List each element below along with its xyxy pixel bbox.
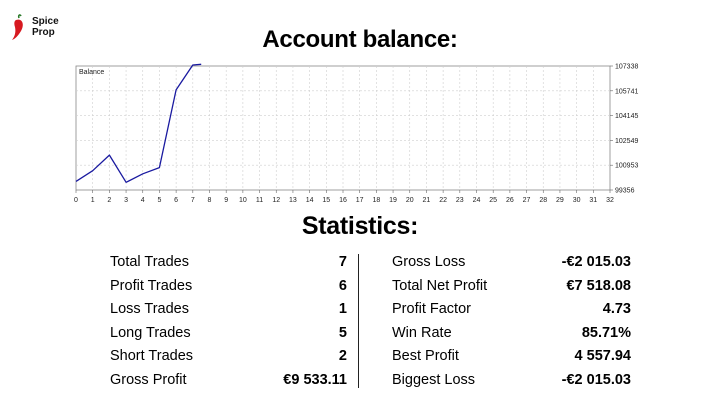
stat-value: 5 (338, 324, 347, 341)
x-tick-label: 27 (523, 197, 531, 204)
x-tick-label: 30 (573, 197, 581, 204)
x-tick-label: 23 (456, 197, 464, 204)
x-tick-label: 17 (356, 197, 364, 204)
stat-label: Profit Trades (110, 277, 193, 294)
stat-label: Long Trades (110, 324, 191, 341)
balance-chart: 0 1 2 3 4 5 6 7 8 9 10 11 12 13 14 15 16 17 18 19 20 21 22 23 24… (74, 63, 638, 205)
x-tick-label: 12 (272, 197, 280, 204)
x-tick-label: 1 (91, 197, 95, 204)
x-tick-label: 26 (506, 197, 514, 204)
stat-value: 7 (338, 254, 347, 270)
stat-label: Total Trades (110, 254, 189, 270)
x-tick-label: 22 (439, 197, 447, 204)
x-tick-label: 28 (539, 197, 547, 204)
stat-value: 4.73 (602, 301, 631, 318)
x-tick-label: 31 (589, 197, 597, 204)
x-tick-label: 8 (208, 197, 212, 204)
stat-label: Gross Loss (392, 254, 466, 270)
stat-label: Loss Trades (110, 301, 189, 318)
x-tick-label: 21 (423, 197, 431, 204)
stat-label: Gross Profit (110, 372, 187, 388)
balance-series-line (75, 63, 202, 183)
stat-label: Short Trades (110, 348, 194, 365)
stat-value: 6 (338, 277, 347, 294)
x-tick-label: 2 (107, 197, 111, 204)
y-tick-label: 107338 (615, 64, 638, 71)
brand-name: Spice Prop (32, 16, 59, 38)
x-tick-label: 11 (256, 197, 263, 204)
x-tick-label: 25 (489, 197, 497, 204)
y-tick-label: 105741 (615, 88, 638, 95)
chart-title: Balance (79, 69, 104, 76)
y-tick-label: 99356 (615, 188, 635, 195)
x-tick-label: 15 (322, 197, 330, 204)
brand-name-line2: Prop (32, 27, 55, 38)
x-tick-label: 7 (191, 197, 195, 204)
x-tick-label: 32 (606, 197, 614, 204)
stat-value: -€2 015.03 (561, 372, 631, 388)
brand-logo: Spice Prop (10, 14, 80, 42)
stat-label: Win Rate (392, 324, 452, 341)
x-tick-label: 6 (174, 197, 178, 204)
x-tick-label: 10 (239, 197, 247, 204)
brand-name-line1: Spice (32, 16, 59, 27)
x-tick-label: 5 (157, 197, 161, 204)
x-tick-label: 14 (306, 197, 314, 204)
stat-value: €9 533.11 (283, 372, 347, 388)
stat-label: Best Profit (392, 348, 459, 365)
stat-label: Profit Factor (392, 301, 471, 318)
y-tick-label: 102549 (615, 138, 638, 145)
x-tick-label: 24 (473, 197, 481, 204)
stat-value: €7 518.08 (566, 277, 631, 294)
x-tick-label: 4 (141, 197, 145, 204)
x-tick-label: 16 (339, 197, 347, 204)
x-tick-label: 18 (372, 197, 380, 204)
stats-divider (358, 254, 359, 388)
stat-value: -€2 015.03 (561, 254, 631, 270)
statistics-title: Statistics: (301, 212, 419, 240)
stat-value: 1 (338, 301, 347, 318)
stat-value: 4 557.94 (574, 348, 631, 365)
x-tick-label: 19 (389, 197, 397, 204)
stat-value: 2 (338, 348, 347, 365)
account-balance-title: Account balance: (262, 26, 458, 53)
x-tick-label: 0 (74, 197, 78, 204)
x-tick-label: 13 (289, 197, 297, 204)
stat-label: Biggest Loss (392, 372, 476, 388)
x-tick-label: 3 (124, 197, 128, 204)
x-tick-label: 20 (406, 197, 414, 204)
y-tick-label: 104145 (615, 113, 638, 120)
x-tick-label: 29 (556, 197, 564, 204)
stat-value: 85.71% (581, 324, 631, 341)
stat-label: Total Net Profit (392, 277, 488, 294)
x-tick-label: 9 (224, 197, 228, 204)
y-tick-label: 100953 (615, 163, 638, 170)
chili-pepper-icon (12, 14, 23, 40)
